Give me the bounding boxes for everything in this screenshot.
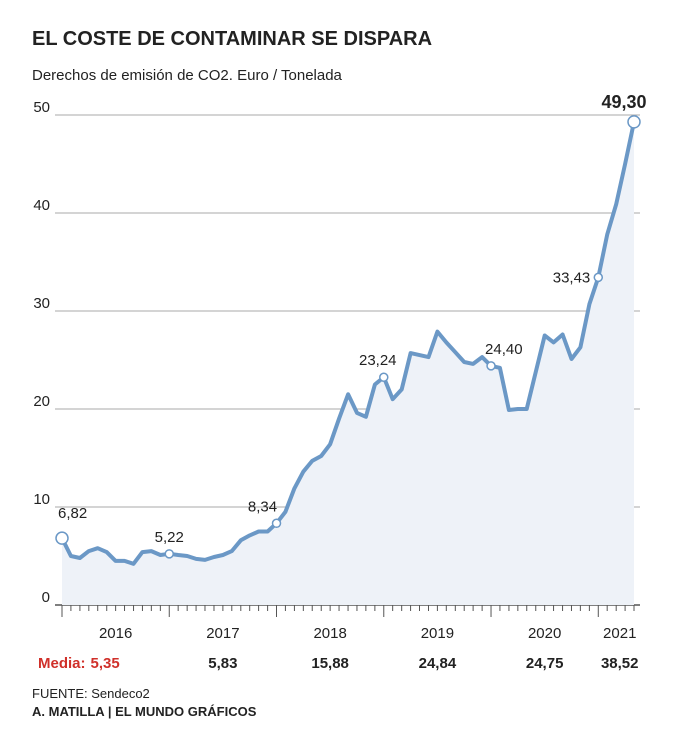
data-label: 5,22 <box>155 529 184 546</box>
data-label: 23,24 <box>359 352 397 369</box>
x-tick-label: 2021 <box>603 625 636 642</box>
data-label: 6,82 <box>58 505 87 522</box>
point-marker <box>627 115 641 129</box>
average-value: 5,35 <box>91 655 120 672</box>
average-value: 5,83 <box>208 655 237 672</box>
average-label: Media: 5,35 <box>38 655 120 672</box>
average-value: 24,84 <box>419 655 457 672</box>
y-tick-label: 20 <box>33 393 50 410</box>
data-label: 8,34 <box>248 498 277 515</box>
average-value: 15,88 <box>311 655 349 672</box>
y-tick-label: 40 <box>33 197 50 214</box>
x-tick-label: 2016 <box>99 625 132 642</box>
x-tick-label: 2018 <box>313 625 346 642</box>
line <box>60 121 636 566</box>
point-marker <box>593 272 604 283</box>
y-tick-label: 10 <box>33 491 50 508</box>
area <box>62 121 634 606</box>
credit: A. MATILLA | EL MUNDO GRÁFICOS <box>32 704 257 719</box>
y-tick-label: 0 <box>42 589 50 606</box>
point-marker <box>164 549 175 559</box>
point-marker <box>271 518 282 529</box>
x-tick-label: 2020 <box>528 625 561 642</box>
y-tick-label: 30 <box>33 295 50 312</box>
x-tick-label: 2019 <box>421 625 454 642</box>
chart-title: EL COSTE DE CONTAMINAR SE DISPARA <box>32 28 432 50</box>
average-title: Media: <box>38 655 86 672</box>
data-label: 49,30 <box>601 92 646 112</box>
data-label: 24,40 <box>485 341 523 358</box>
chart-subtitle: Derechos de emisión de CO2. Euro / Tonel… <box>32 67 343 84</box>
average-value: 38,52 <box>601 655 639 672</box>
x-tick-label: 2017 <box>206 625 239 642</box>
source: FUENTE: Sendeco2 <box>32 686 150 701</box>
average-value: 24,75 <box>526 655 564 672</box>
data-label: 33,43 <box>553 269 591 286</box>
point-marker <box>379 372 389 382</box>
y-tick-label: 50 <box>33 99 50 116</box>
point-marker <box>486 361 496 371</box>
point-marker <box>55 531 69 545</box>
